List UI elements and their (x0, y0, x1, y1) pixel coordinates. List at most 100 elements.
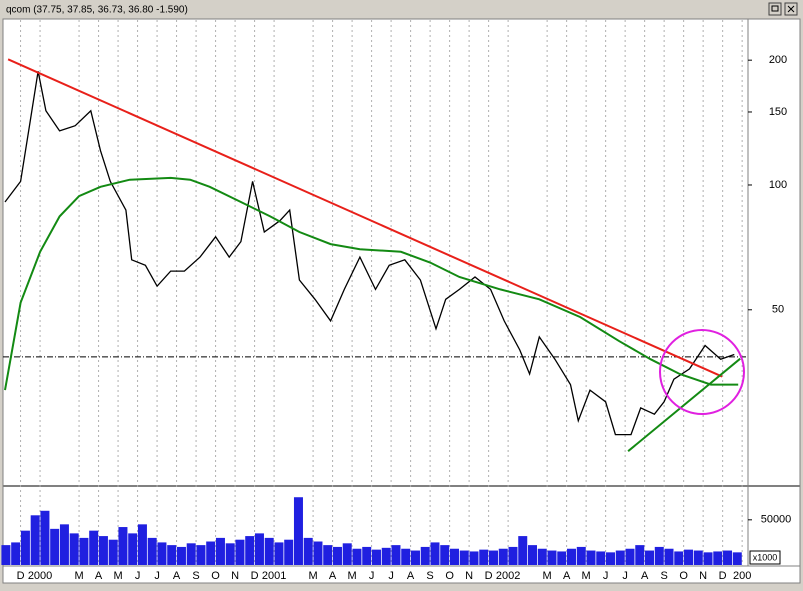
x-tick-label: 200 (733, 570, 751, 582)
x-tick-label: N (465, 570, 473, 582)
volume-bar (381, 547, 391, 565)
volume-bar (352, 548, 362, 565)
x-tick-label: M (348, 570, 357, 582)
volume-bar (713, 551, 723, 565)
restore-button[interactable] (768, 2, 782, 16)
volume-unit-box (749, 550, 781, 565)
y-tick-label: 50 (772, 304, 784, 316)
y-tick-label: 100 (769, 179, 787, 191)
x-tick-label: A (563, 570, 571, 582)
chart-title: qcom (37.75, 37.85, 36.73, 36.80 -1.590) (6, 5, 188, 16)
volume-bar (596, 551, 606, 565)
x-tick-label: N (231, 570, 239, 582)
x-tick-label: N (699, 570, 707, 582)
x-tick-label: M (309, 570, 318, 582)
volume-bar (157, 542, 167, 565)
trendline (7, 58, 723, 378)
volume-bar (40, 510, 50, 565)
x-tick-label: J (388, 570, 394, 582)
volume-bar (537, 548, 547, 565)
volume-bar (215, 537, 225, 565)
x-tick-label: O (445, 570, 454, 582)
x-tick-label: M (113, 570, 122, 582)
x-tick-label: D (17, 570, 25, 582)
restore-icon (771, 5, 779, 12)
volume-bar (137, 524, 147, 565)
volume-bar (645, 550, 655, 565)
y-tick-label: 200 (769, 54, 787, 66)
volume-bar (342, 543, 352, 565)
volume-bar (498, 548, 508, 565)
volume-bar (313, 541, 323, 565)
volume-bar (449, 548, 459, 565)
volume-bar (576, 546, 586, 565)
highlight-circle (659, 329, 745, 415)
chart-area (2, 18, 801, 584)
x-tick-label: 2002 (496, 570, 520, 582)
x-tick-label: D (485, 570, 493, 582)
volume-bar (518, 536, 528, 565)
volume-bar (303, 537, 313, 565)
volume-bar (410, 550, 420, 565)
volume-bar (527, 545, 537, 565)
volume-unit-label: x1000 (753, 552, 778, 562)
volume-bar (362, 546, 372, 565)
x-tick-label: A (407, 570, 415, 582)
volume-bar (59, 524, 69, 565)
volume-bar (225, 543, 235, 565)
volume-bar (274, 542, 284, 565)
y-tick-label: 150 (769, 106, 787, 118)
x-tick-label: S (660, 570, 667, 582)
volume-bar (69, 533, 79, 565)
volume-bar (89, 530, 99, 565)
volume-bar (401, 548, 411, 565)
volume-bar (703, 552, 713, 565)
volume-bar (586, 550, 596, 565)
close-icon (787, 5, 795, 13)
volume-bar (615, 550, 625, 565)
volume-bar (625, 548, 635, 565)
volume-bar (118, 527, 128, 565)
volume-bar (254, 533, 264, 565)
volume-bar (79, 537, 89, 565)
volume-bar (508, 546, 518, 565)
volume-bar (128, 533, 138, 565)
volume-bar (11, 542, 21, 565)
x-tick-label: J (369, 570, 375, 582)
volume-bar (693, 550, 703, 565)
volume-bar (723, 550, 733, 565)
volume-bar (235, 539, 245, 565)
volume-bar (20, 530, 30, 565)
volume-bar (1, 545, 11, 565)
volume-bar (147, 537, 157, 565)
volume-bar (567, 548, 577, 565)
volume-bar (430, 542, 440, 565)
volume-bar (206, 541, 216, 565)
volume-bar (284, 539, 294, 565)
volume-bar (50, 528, 60, 565)
volume-bar (371, 549, 381, 565)
x-tick-label: D (719, 570, 727, 582)
x-tick-label: J (135, 570, 141, 582)
trendline (627, 357, 741, 452)
x-tick-label: O (679, 570, 688, 582)
x-tick-label: J (603, 570, 609, 582)
x-tick-label: O (211, 570, 220, 582)
x-tick-label: J (154, 570, 160, 582)
x-tick-label: J (622, 570, 628, 582)
volume-bar (391, 545, 401, 565)
x-tick-label: A (329, 570, 337, 582)
volume-bar (245, 536, 255, 565)
volume-bar (684, 549, 694, 565)
x-tick-label: M (543, 570, 552, 582)
volume-bar (488, 550, 498, 565)
volume-bar (30, 515, 40, 565)
volume-bar (459, 550, 469, 565)
volume-tick-label: 50000 (761, 514, 792, 526)
x-tick-label: S (192, 570, 199, 582)
price-line (4, 71, 735, 436)
x-tick-label: 2000 (28, 570, 52, 582)
volume-bar (323, 545, 333, 565)
